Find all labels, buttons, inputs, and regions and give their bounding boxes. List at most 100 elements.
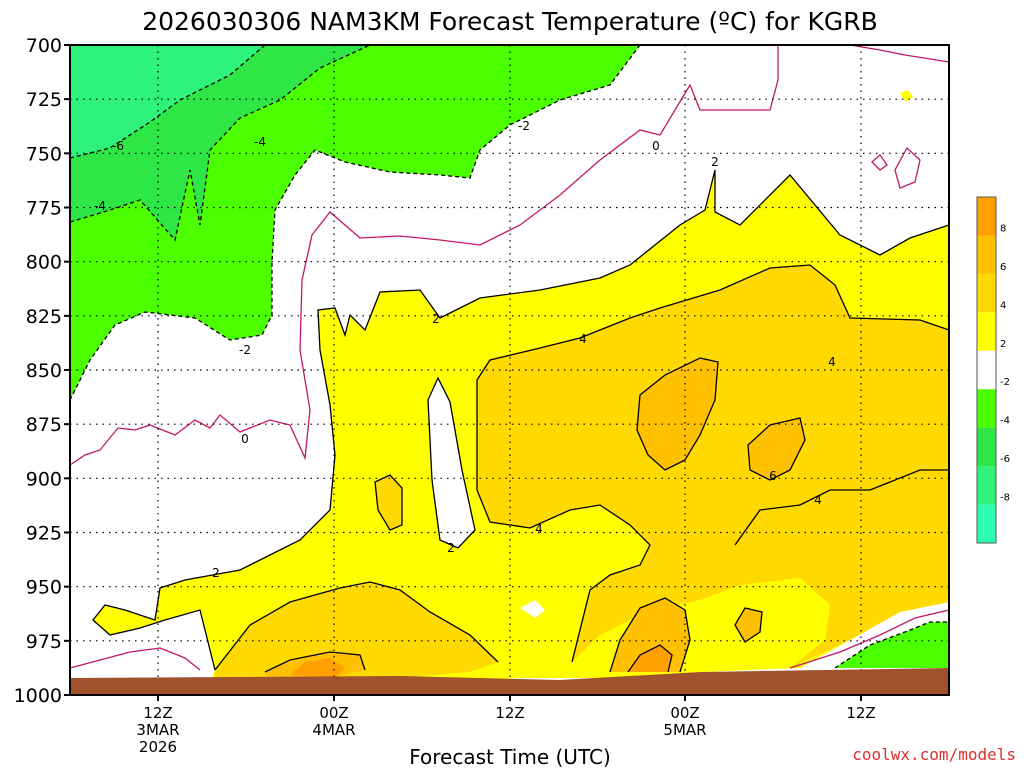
contour-label: 2 (212, 566, 220, 580)
x-tick-label: 3MAR (136, 721, 179, 739)
contour-line-m6 (69, 44, 266, 159)
legend-tick-label: -6 (1000, 454, 1010, 465)
x-tick-label: 00Z (670, 704, 699, 722)
contour-line-2 (92, 169, 950, 671)
chart-title: 2026030306 NAM3KM Forecast Temperature (… (142, 7, 878, 36)
contour-label: -6 (112, 139, 124, 153)
contour-label: -2 (518, 119, 530, 133)
region-above8 (290, 658, 345, 678)
y-tick-label: 925 (26, 523, 62, 545)
x-axis-label: Forecast Time (UTC) (409, 745, 611, 768)
legend-tick-label: 6 (1000, 262, 1006, 273)
contour-label: 2 (447, 541, 455, 555)
contour-line-2 (427, 376, 476, 549)
legend-frame (976, 196, 997, 544)
legend-swatch (977, 197, 996, 236)
region-6to8 (637, 358, 718, 470)
contour-label: 2 (432, 312, 440, 326)
contour-line-8 (627, 644, 673, 673)
credit-text: coolwx.com/models (852, 745, 1016, 764)
plot-area (70, 45, 949, 695)
contour-label: 0 (652, 139, 660, 153)
region-white-hole (428, 378, 475, 548)
y-tick-label: 875 (26, 414, 62, 436)
y-tick-label: 1000 (14, 685, 62, 707)
legend-swatch (977, 312, 996, 351)
y-tick-label: 950 (26, 577, 62, 599)
legend-swatch (977, 389, 996, 428)
contour-label: 6 (769, 469, 777, 483)
contour-line-m4 (69, 44, 371, 242)
region-6to8 (748, 418, 805, 480)
y-tick-label: 700 (26, 35, 62, 57)
y-tick-label: 900 (26, 468, 62, 490)
x-tick-label: 5MAR (663, 721, 706, 739)
contour-label: 2 (711, 155, 719, 169)
contour-lines (69, 44, 950, 673)
x-tick-label: 4MAR (312, 721, 355, 739)
y-tick-label: 750 (26, 143, 62, 165)
legend-tick-label: -8 (1000, 493, 1010, 504)
contour-line-0 (69, 647, 201, 671)
contour-line-6 (264, 651, 366, 673)
region-minus6 (70, 45, 265, 158)
ground (70, 668, 949, 695)
contour-line-4 (214, 581, 499, 671)
y-tick-label: 775 (26, 198, 62, 220)
legend-tick-label: 2 (1000, 339, 1006, 350)
legend-tick-label: -2 (1000, 377, 1010, 388)
contour-line-0 (871, 154, 888, 171)
contour-label: 4 (814, 493, 822, 507)
contour-line-0 (69, 45, 779, 466)
contour-label: 4 (579, 332, 587, 346)
contour-label: -2 (239, 343, 251, 357)
contour-line-0 (894, 146, 921, 189)
region-above8 (628, 645, 672, 672)
y-tick-label: 725 (26, 89, 62, 111)
x-tick-label: 2026 (139, 738, 177, 756)
region-white-hole (520, 600, 545, 618)
contour-line-4 (476, 264, 950, 663)
contour-label: 4 (535, 522, 543, 536)
region-4to6 (477, 265, 949, 668)
legend-swatch (977, 466, 996, 505)
contour-line-0 (789, 609, 950, 669)
contour-line-6 (609, 597, 691, 673)
contour-label: 0 (241, 432, 249, 446)
legend-swatch (977, 504, 996, 543)
legend-tick-label: -4 (1000, 416, 1010, 427)
x-tick-label: 12Z (143, 704, 172, 722)
contour-line-m2 (69, 44, 641, 401)
legend-tick-label: 4 (1000, 300, 1006, 311)
region-4to6 (215, 582, 498, 682)
x-tick-label: 00Z (319, 704, 348, 722)
y-tick-label: 850 (26, 360, 62, 382)
x-tick-label: 12Z (846, 704, 875, 722)
contour-line-4 (374, 474, 403, 531)
legend-swatch (977, 350, 996, 390)
grid-lines (70, 45, 949, 695)
contour-line-m2 (834, 621, 949, 669)
contour-line-6 (734, 607, 763, 643)
contour-label: 4 (828, 355, 836, 369)
region-6to8 (735, 608, 762, 642)
contour-line-0 (849, 44, 950, 63)
legend-swatch (977, 427, 996, 467)
legend-swatch (977, 235, 996, 274)
contour-line-4 (734, 469, 949, 546)
contour-line-6 (747, 417, 806, 481)
contour-line-6 (636, 357, 719, 471)
y-tick-label: 800 (26, 252, 62, 274)
legend-swatch (977, 273, 996, 313)
contour-labels: -6 -4 -4 -2 -2 0 0 2 2 2 2 4 4 4 4 6 (94, 119, 836, 580)
region-minus2 (835, 622, 949, 668)
color-legend: 8 6 4 2 -2 -4 -6 -8 (976, 196, 1010, 544)
y-tick-label: 975 (26, 631, 62, 653)
contour-label: -4 (254, 135, 266, 149)
y-axis: 700 725 750 775 800 825 850 875 900 925 950 975 1000 (14, 35, 70, 707)
contour-label: -4 (94, 199, 106, 213)
y-tick-label: 825 (26, 306, 62, 328)
legend-tick-label: 8 (1000, 223, 1006, 234)
